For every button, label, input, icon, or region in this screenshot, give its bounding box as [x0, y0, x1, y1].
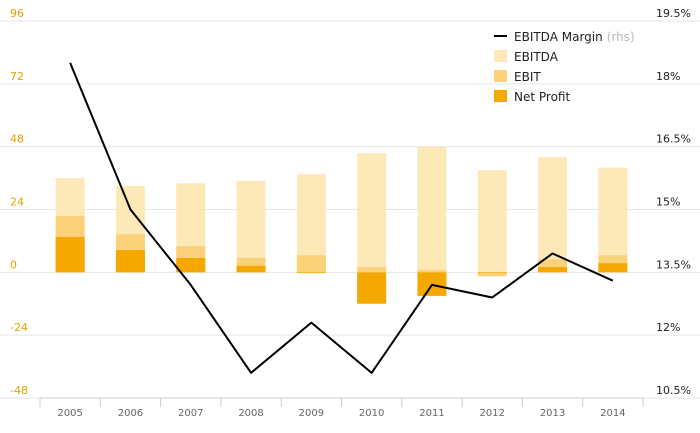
- right-tick-label: 16.5%: [656, 133, 691, 146]
- bar-net-profit: [357, 272, 387, 304]
- bar-ebitda: [417, 146, 447, 273]
- x-tick-label: 2009: [299, 408, 324, 419]
- bar-net-profit: [296, 272, 326, 274]
- left-tick-label: -24: [10, 321, 28, 334]
- bar-net-profit: [115, 250, 145, 273]
- legend-box-swatch: [494, 50, 507, 62]
- bar-ebitda: [598, 167, 628, 273]
- bar-ebitda: [236, 180, 266, 273]
- axes: 2005 2006 2007 2008 2009 2010 2011 2012 2013 2014…: [10, 7, 691, 419]
- legend-label-text: Net Profit: [514, 90, 570, 104]
- left-tick-label: 24: [10, 196, 24, 209]
- legend-box-swatch: [494, 90, 507, 102]
- left-tick-label: 72: [10, 70, 24, 83]
- legend-label: Net Profit: [514, 90, 570, 104]
- bars: [55, 146, 628, 304]
- legend-label: EBITDA Margin (rhs): [514, 30, 635, 44]
- x-tick-label: 2006: [118, 408, 143, 419]
- bar-net-profit: [538, 267, 568, 273]
- legend-label-text: EBITDA Margin: [514, 30, 603, 44]
- ebitda-margin-polyline: [69, 62, 614, 374]
- bar-ebitda: [477, 170, 507, 273]
- x-tick-label: 2014: [600, 408, 625, 419]
- legend-label: EBITDA: [514, 50, 559, 64]
- x-tick-label: 2010: [359, 408, 384, 419]
- gridlines: [0, 20, 700, 399]
- legend-label-text: EBITDA: [514, 50, 559, 64]
- ebitda-margin-line: [69, 62, 614, 374]
- right-tick-label: 10.5%: [656, 384, 691, 397]
- legend-label-suffix: (rhs): [607, 30, 635, 44]
- x-tick-label: 2011: [419, 408, 444, 419]
- x-tick-label: 2007: [178, 408, 203, 419]
- bar-net-profit: [55, 236, 85, 273]
- bar-net-profit: [236, 265, 266, 273]
- bar-ebit: [477, 272, 507, 277]
- bar-net-profit: [176, 257, 206, 273]
- left-tick-label: -48: [10, 384, 28, 397]
- right-tick-label: 18%: [656, 70, 680, 83]
- x-tick-label: 2008: [238, 408, 263, 419]
- legend-box-swatch: [494, 70, 507, 82]
- legend-label-text: EBIT: [514, 70, 541, 84]
- x-tick-label: 2013: [540, 408, 565, 419]
- left-tick-label: 96: [10, 7, 24, 20]
- right-tick-label: 19.5%: [656, 7, 691, 20]
- bar-net-profit: [598, 263, 628, 273]
- bar-net-profit: [477, 272, 507, 274]
- bar-ebitda: [357, 153, 387, 273]
- bar-ebit: [357, 267, 387, 273]
- right-tick-label: 12%: [656, 321, 680, 334]
- left-tick-label: 48: [10, 133, 24, 146]
- bar-ebit: [417, 269, 447, 273]
- bar-ebit: [296, 255, 326, 273]
- left-tick-label: 0: [10, 258, 17, 271]
- x-tick-label: 2005: [57, 408, 82, 419]
- right-tick-label: 15%: [656, 196, 680, 209]
- legend: EBITDA Margin (rhs) EBITDA EBIT Net Profit: [494, 30, 635, 104]
- legend-label: EBIT: [514, 70, 541, 84]
- right-tick-label: 13.5%: [656, 258, 691, 271]
- x-tick-label: 2012: [480, 408, 505, 419]
- bar-ebitda: [538, 157, 568, 273]
